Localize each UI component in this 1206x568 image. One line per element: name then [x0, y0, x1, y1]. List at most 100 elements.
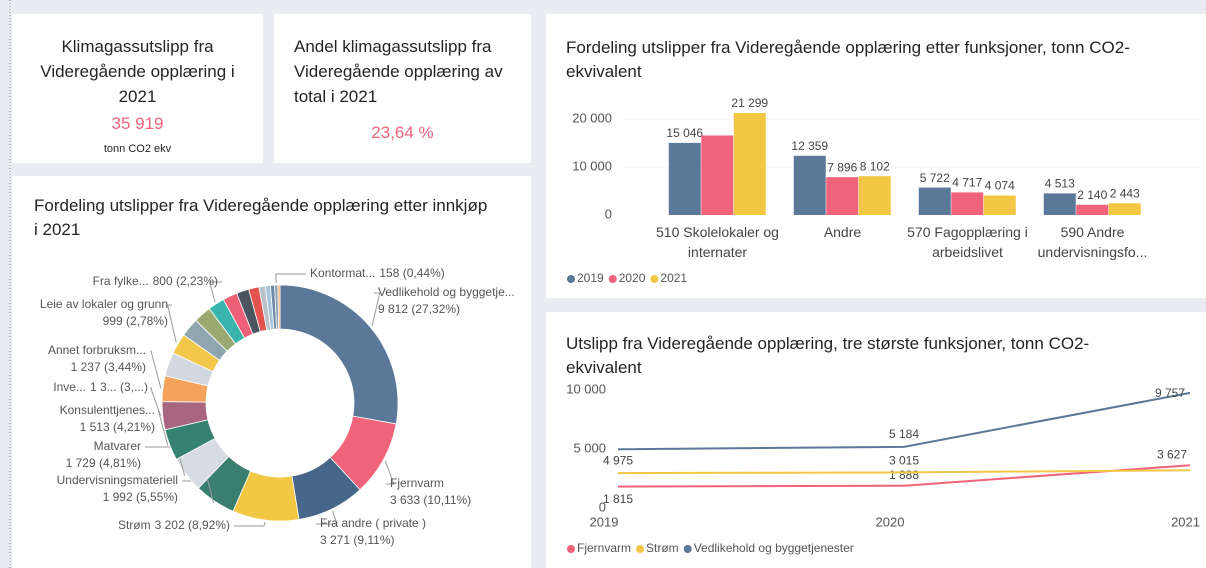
data-label: 5 722 — [920, 171, 950, 185]
bar — [983, 195, 1016, 215]
chart-title: Utslipp fra Videregående opplæring, tre … — [566, 334, 1090, 377]
leader-line — [208, 281, 222, 303]
bar-panel — [546, 14, 1206, 298]
data-label: 5 184 — [889, 427, 919, 441]
data-label: 4 975 — [603, 453, 633, 467]
slice-value: 1 237 (3,44%) — [71, 360, 146, 374]
data-label: 9 757 — [1155, 386, 1185, 400]
x-tick-label: 590 Andre undervisningsfo... — [1037, 224, 1148, 260]
slice-value: 1 992 (5,55%) — [103, 490, 178, 504]
slice-name: Vedlikehold og byggetje... — [378, 285, 515, 299]
leader-line — [166, 304, 177, 343]
bar — [826, 177, 859, 215]
legend-marker — [567, 545, 575, 553]
slice-name: Strøm — [118, 518, 151, 532]
legend-label: Fjernvarm — [577, 541, 631, 555]
legend-label: Vedlikehold og byggetjenester — [694, 541, 854, 555]
leader-line — [182, 480, 215, 504]
slice-value: 1 513 (4,21%) — [80, 420, 155, 434]
slice-value: 999 (2,78%) — [103, 314, 168, 328]
slice-label: Fra andre ( private ) 3 271 (9,11%) — [320, 516, 426, 547]
line-series — [617, 391, 1191, 451]
leader-line — [275, 273, 306, 284]
legend-marker — [567, 275, 575, 283]
x-tick-label: 2019 — [590, 514, 619, 529]
legend-marker — [608, 275, 617, 283]
card-unit: tonn CO2 ekv — [103, 143, 172, 155]
legend-marker — [650, 275, 659, 283]
data-label: 4 717 — [952, 176, 982, 190]
bar — [951, 192, 984, 215]
slice-label: Strøm 3 202 (8,92%) — [118, 518, 230, 532]
data-label: 15 046 — [666, 126, 703, 140]
data-label: 3 627 — [1157, 447, 1187, 461]
slice-name: Annet forbruksm... — [48, 343, 146, 357]
line-panel — [546, 312, 1206, 568]
bar — [918, 187, 951, 215]
bar — [1076, 204, 1109, 215]
card-value: 35 919 — [111, 114, 164, 133]
slice-label: Fjernvarm 3 633 (10,11%) — [390, 476, 471, 507]
leader-line — [150, 350, 162, 389]
slice-name: Fjernvarm — [390, 476, 444, 490]
slice-name: Matvarer — [94, 439, 141, 453]
slice-name: Leie av lokaler og grunn — [40, 297, 168, 311]
x-tick-label: Andre — [823, 224, 862, 240]
slice-value: 3 633 (10,11%) — [390, 493, 471, 507]
slice-value: 9 812 (27,32%) — [378, 302, 460, 316]
slice-name: Kontormat... — [310, 266, 375, 280]
card-title: Klimagassutslipp fra Videregående opplær… — [40, 37, 235, 106]
leader-line — [234, 521, 266, 527]
y-tick-label: 0 — [599, 499, 606, 514]
y-tick-label: 10 000 — [566, 381, 606, 396]
bar — [858, 176, 891, 215]
y-tick-label: 0 — [605, 206, 612, 221]
line-series — [617, 464, 1191, 488]
x-tick-label: 570 Fagopplæring i arbeidslivet — [907, 224, 1028, 260]
legend-marker — [683, 545, 692, 553]
data-label: 4 513 — [1045, 177, 1075, 191]
bar — [1108, 203, 1141, 215]
x-tick-label: 510 Skolelokaler og internater — [656, 224, 779, 260]
slice-name: Fra andre ( private ) — [320, 516, 426, 530]
y-tick-label: 10 000 — [572, 159, 612, 174]
slice-value: 800 (2,23%) — [153, 274, 218, 288]
bar — [701, 135, 734, 215]
legend-label: 2020 — [619, 271, 646, 285]
legend-marker — [636, 545, 645, 553]
legend-label: Strøm — [646, 541, 679, 555]
y-tick-label: 5 000 — [573, 440, 606, 455]
slice-label: Matvarer 1 729 (4,81%) — [66, 439, 141, 470]
slice-label: Konsulenttjenes... 1 513 (4,21%) — [60, 403, 155, 434]
slice-name: Undervisningsmateriell — [57, 473, 178, 487]
slice-name: Fra fylke... — [93, 274, 149, 288]
card-panel — [12, 14, 263, 163]
leader-line — [150, 387, 162, 417]
card-title: Andel klimagassutslipp fra Videregående … — [294, 37, 503, 106]
chart-title: Fordeling utslipper fra Videregående opp… — [566, 38, 1130, 81]
data-label: 8 102 — [860, 159, 890, 173]
data-label: 3 015 — [889, 454, 919, 468]
slice-label: Annet forbruksm... 1 237 (3,44%) — [48, 343, 146, 374]
slice-value: 1 729 (4,81%) — [66, 456, 141, 470]
data-label: 4 074 — [985, 179, 1015, 193]
slice-name: Inve... — [53, 380, 86, 394]
data-label: 2 443 — [1110, 186, 1140, 200]
card-value: 23,64 % — [371, 123, 434, 142]
donut-slice — [277, 284, 281, 330]
bar — [793, 155, 826, 215]
chart-title: Fordeling utslipper fra Videregående opp… — [34, 196, 488, 239]
card-panel — [274, 14, 531, 163]
data-label: 1 815 — [603, 492, 633, 506]
slice-label: Vedlikehold og byggetje... 9 812 (27,32%) — [378, 285, 515, 316]
data-label: 7 896 — [827, 160, 857, 174]
data-label: 1 888 — [889, 468, 919, 482]
slice-value: 158 (0,44%) — [379, 266, 444, 280]
leader-line — [316, 510, 338, 525]
bar — [668, 142, 701, 215]
y-tick-label: 20 000 — [572, 111, 612, 126]
data-label: 21 299 — [731, 96, 768, 110]
slice-name: Konsulenttjenes... — [60, 403, 155, 417]
